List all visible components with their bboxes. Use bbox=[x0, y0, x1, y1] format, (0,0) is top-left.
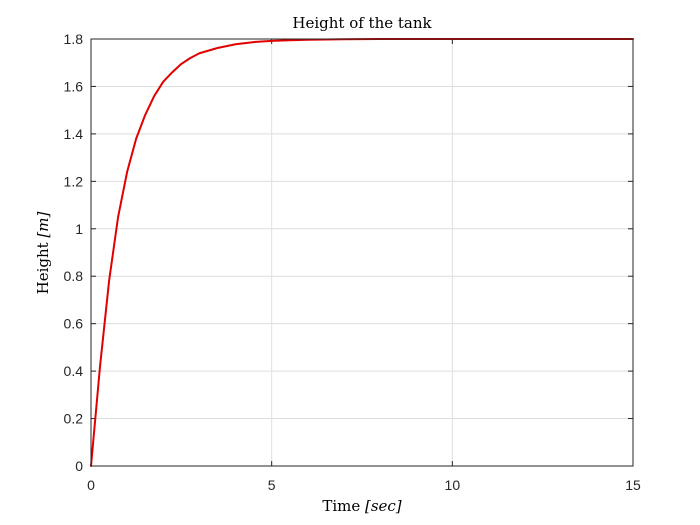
x-tick-label: 10 bbox=[445, 477, 461, 493]
x-tick-labels: 0 5 10 15 bbox=[87, 477, 641, 493]
y-tick-labels: 0 0.2 0.4 0.6 0.8 1 1.2 1.4 1.6 1.8 bbox=[64, 31, 84, 474]
y-tick-label: 1.2 bbox=[64, 173, 84, 189]
y-tick-label: 0.6 bbox=[64, 316, 84, 332]
y-tick-label: 1.8 bbox=[64, 31, 84, 47]
y-tick-label: 0.8 bbox=[64, 268, 84, 284]
x-tick-label: 15 bbox=[625, 477, 641, 493]
chart-title: Height of the tank bbox=[292, 14, 432, 32]
plot-frame bbox=[90, 38, 634, 467]
y-tick-label: 1 bbox=[75, 221, 83, 237]
y-tick-label: 0.2 bbox=[64, 411, 84, 427]
x-tick-label: 0 bbox=[87, 477, 95, 493]
y-tick-label: 0.4 bbox=[64, 363, 84, 379]
y-tick-label: 0 bbox=[75, 458, 83, 474]
y-tick-label: 1.6 bbox=[64, 78, 84, 94]
y-axis-label: Height [m] bbox=[34, 211, 52, 294]
grid-lines bbox=[91, 39, 633, 466]
x-axis-label: Time [sec] bbox=[322, 497, 401, 515]
y-tick-label: 1.4 bbox=[64, 126, 84, 142]
plot-area bbox=[90, 38, 634, 467]
x-tick-label: 5 bbox=[268, 477, 276, 493]
